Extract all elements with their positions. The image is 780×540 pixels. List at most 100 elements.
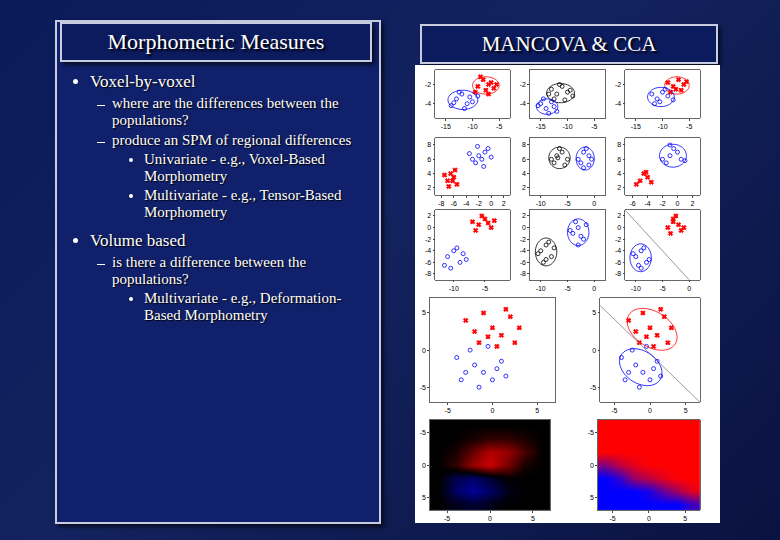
svg-text:6: 6 bbox=[427, 156, 431, 163]
svg-text:5: 5 bbox=[531, 515, 535, 522]
svg-text:-10: -10 bbox=[536, 200, 546, 207]
svg-text:5: 5 bbox=[535, 407, 539, 414]
svg-text:-5: -5 bbox=[591, 123, 597, 130]
svg-text:0: 0 bbox=[592, 200, 596, 207]
svg-text:-5: -5 bbox=[611, 407, 617, 414]
svg-text:0: 0 bbox=[488, 515, 492, 522]
html-text:where are the differences betw: where are the differences between the po… bbox=[112, 95, 339, 128]
svg-text:-8: -8 bbox=[520, 270, 526, 277]
svg-text:4: 4 bbox=[617, 170, 621, 177]
svg-text:0: 0 bbox=[617, 224, 621, 231]
svg-text:0: 0 bbox=[676, 200, 680, 207]
svg-text:-6: -6 bbox=[629, 200, 635, 207]
svg-text:2: 2 bbox=[617, 184, 621, 191]
html-text:Univariate - e.g., Voxel-Based: Univariate - e.g., Voxel-Based Morphomet… bbox=[144, 151, 326, 184]
html-text:Voxel-by-voxel: Voxel-by-voxel bbox=[90, 72, 196, 91]
svg-text:8: 8 bbox=[522, 141, 526, 148]
svg-text:5: 5 bbox=[592, 309, 596, 316]
svg-text:0: 0 bbox=[422, 462, 426, 469]
svg-text:-4: -4 bbox=[425, 100, 431, 107]
svg-text:2: 2 bbox=[522, 184, 526, 191]
svg-text:-5: -5 bbox=[564, 285, 570, 292]
svg-text:-5: -5 bbox=[588, 429, 594, 436]
svg-text:-5: -5 bbox=[445, 407, 451, 414]
svg-text:-4: -4 bbox=[520, 247, 526, 254]
svg-text:-5: -5 bbox=[686, 123, 692, 130]
svg-text:-6: -6 bbox=[520, 259, 526, 266]
svg-text:-4: -4 bbox=[463, 200, 469, 207]
svg-text:8: 8 bbox=[427, 141, 431, 148]
svg-text:-4: -4 bbox=[425, 247, 431, 254]
html-text:is there a difference between: is there a difference between the popula… bbox=[112, 254, 307, 287]
svg-text:-15: -15 bbox=[631, 123, 641, 130]
svg-text:-8: -8 bbox=[438, 200, 444, 207]
svg-text:5: 5 bbox=[684, 407, 688, 414]
svg-text:0: 0 bbox=[590, 462, 594, 469]
svg-text:-10: -10 bbox=[467, 123, 477, 130]
svg-text:2: 2 bbox=[522, 212, 526, 219]
svg-text:-8: -8 bbox=[425, 270, 431, 277]
svg-text:-4: -4 bbox=[615, 100, 621, 107]
svg-text:0: 0 bbox=[522, 224, 526, 231]
svg-text:-10: -10 bbox=[657, 123, 667, 130]
html-text:Multivariate - e.g., Tensor-Ba: Multivariate - e.g., Tensor-Based Morpho… bbox=[144, 187, 342, 220]
html-text:MANCOVA & CCA: MANCOVA & CCA bbox=[481, 32, 657, 56]
html-text:Morphometric Measures: Morphometric Measures bbox=[107, 29, 325, 54]
svg-text:-2: -2 bbox=[476, 200, 482, 207]
svg-text:-2: -2 bbox=[520, 81, 526, 88]
svg-text:0: 0 bbox=[422, 347, 426, 354]
svg-text:-5: -5 bbox=[496, 123, 502, 130]
svg-text:-5: -5 bbox=[609, 515, 615, 522]
svg-text:-6: -6 bbox=[615, 259, 621, 266]
svg-text:-6: -6 bbox=[425, 259, 431, 266]
svg-text:-2: -2 bbox=[659, 200, 665, 207]
svg-text:0: 0 bbox=[647, 515, 651, 522]
svg-text:4: 4 bbox=[522, 170, 526, 177]
svg-text:2: 2 bbox=[617, 212, 621, 219]
svg-text:-5: -5 bbox=[482, 285, 488, 292]
svg-text:6: 6 bbox=[522, 156, 526, 163]
svg-text:5: 5 bbox=[683, 515, 687, 522]
svg-text:0: 0 bbox=[592, 285, 596, 292]
html-text:Volume based: Volume based bbox=[90, 231, 186, 250]
svg-text:-2: -2 bbox=[615, 81, 621, 88]
svg-text:-5: -5 bbox=[564, 200, 570, 207]
svg-text:-4: -4 bbox=[615, 247, 621, 254]
svg-text:5: 5 bbox=[422, 309, 426, 316]
svg-text:0: 0 bbox=[592, 347, 596, 354]
svg-text:-2: -2 bbox=[615, 236, 621, 243]
html-text:Multivariate - e.g., Deformati: Multivariate - e.g., Deformation-Based M… bbox=[144, 290, 342, 323]
svg-text:-15: -15 bbox=[441, 123, 451, 130]
svg-text:0: 0 bbox=[648, 407, 652, 414]
svg-text:-10: -10 bbox=[536, 285, 546, 292]
svg-text:8: 8 bbox=[617, 141, 621, 148]
svg-text:0: 0 bbox=[427, 224, 431, 231]
svg-text:0: 0 bbox=[489, 200, 493, 207]
svg-text:5: 5 bbox=[422, 494, 426, 501]
svg-text:-5: -5 bbox=[420, 429, 426, 436]
svg-text:-10: -10 bbox=[449, 285, 459, 292]
svg-text:-5: -5 bbox=[659, 285, 665, 292]
svg-text:-8: -8 bbox=[615, 270, 621, 277]
svg-text:0: 0 bbox=[687, 285, 691, 292]
svg-text:0: 0 bbox=[491, 407, 495, 414]
svg-text:-5: -5 bbox=[420, 384, 426, 391]
svg-text:-15: -15 bbox=[536, 123, 546, 130]
svg-text:2: 2 bbox=[502, 200, 506, 207]
svg-text:-4: -4 bbox=[644, 200, 650, 207]
svg-text:-5: -5 bbox=[590, 384, 596, 391]
svg-text:-6: -6 bbox=[451, 200, 457, 207]
svg-text:4: 4 bbox=[427, 170, 431, 177]
svg-text:-10: -10 bbox=[631, 285, 641, 292]
svg-text:-2: -2 bbox=[425, 81, 431, 88]
svg-text:2: 2 bbox=[427, 184, 431, 191]
svg-text:2: 2 bbox=[690, 200, 694, 207]
svg-text:-4: -4 bbox=[520, 100, 526, 107]
svg-text:2: 2 bbox=[427, 212, 431, 219]
svg-text:5: 5 bbox=[590, 494, 594, 501]
svg-text:-2: -2 bbox=[425, 236, 431, 243]
svg-text:-5: -5 bbox=[444, 515, 450, 522]
svg-text:-2: -2 bbox=[520, 236, 526, 243]
svg-text:-10: -10 bbox=[562, 123, 572, 130]
svg-text:6: 6 bbox=[617, 156, 621, 163]
